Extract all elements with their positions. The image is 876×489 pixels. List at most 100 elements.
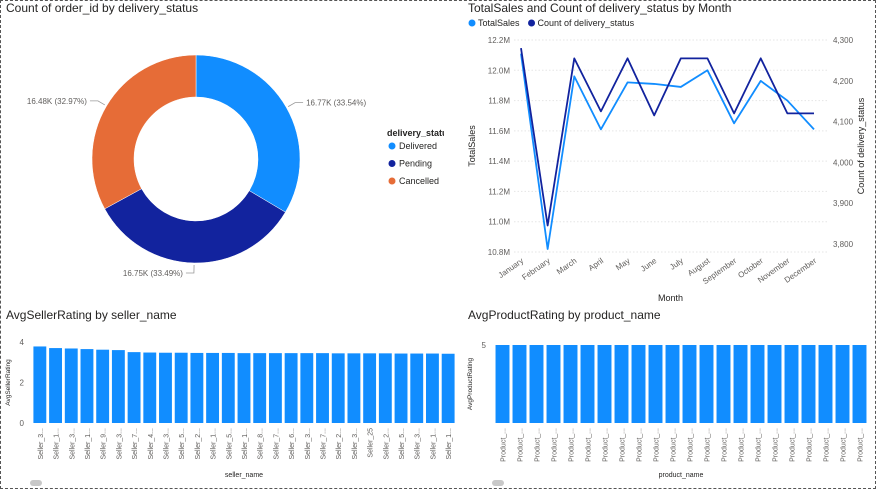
bar[interactable] [143, 352, 157, 423]
x-tick-label: Product_... [705, 428, 712, 462]
bar[interactable] [221, 352, 235, 423]
bar[interactable] [665, 345, 680, 423]
line-legend-item[interactable]: Count of delivery_status [538, 18, 635, 28]
y-axis-title: AvgSellerRating [5, 359, 12, 406]
y-axis-title: AvgProductRating [467, 357, 474, 410]
bar[interactable] [580, 345, 595, 423]
bar[interactable] [331, 353, 345, 423]
x-tick-label: Seller_1... [446, 428, 453, 460]
bar[interactable] [363, 353, 377, 423]
donut-chart[interactable]: 16.77K (33.54%) 16.75K (33.49%) 16.48K (32… [4, 0, 444, 300]
bar[interactable] [801, 345, 816, 423]
bar[interactable] [127, 352, 141, 423]
bar[interactable] [206, 352, 220, 423]
x-tick-label: Product_... [569, 428, 576, 462]
bar[interactable] [699, 345, 714, 423]
x-tick-label: Seller_3... [116, 428, 123, 460]
bar[interactable] [49, 348, 62, 423]
x-tick-label: Seller_3... [305, 428, 312, 460]
bar[interactable] [495, 345, 510, 423]
x-tick-label: Product_... [535, 428, 542, 462]
x-axis-title: seller_name [225, 472, 263, 479]
line-legend-item[interactable]: TotalSales [478, 18, 520, 28]
y-tick-label: 2 [20, 379, 25, 388]
bar[interactable] [750, 345, 765, 423]
bar[interactable] [378, 353, 392, 423]
x-tick-label: Seller_3... [38, 428, 45, 460]
bar[interactable] [159, 352, 172, 423]
series-line-totalsales[interactable] [520, 53, 815, 250]
bar[interactable] [784, 345, 799, 423]
legend-item-pending[interactable]: Pending [399, 159, 432, 169]
bar[interactable] [631, 345, 646, 423]
x-tick-label: Product_... [586, 428, 593, 462]
x-tick-label: Product_... [671, 428, 678, 462]
bar[interactable] [80, 349, 94, 423]
product-bar-visual[interactable]: AvgProductRating by product_name 5 AvgPro… [464, 305, 874, 485]
legend-item-delivered[interactable]: Delivered [399, 141, 437, 151]
bar[interactable] [316, 353, 329, 423]
bar[interactable] [835, 345, 850, 423]
line-chart[interactable]: TotalSales Count of delivery_status 10.8M 1… [464, 0, 874, 305]
x-tick-label: Seller_25 [368, 428, 375, 458]
seller-bar-visual[interactable]: AvgSellerRating by seller_name 0 2 4 AvgSel… [4, 305, 459, 485]
x-tick-label: Seller_1... [430, 428, 437, 460]
donut-visual[interactable]: Count of order_id by delivery_status 16.… [4, 0, 444, 300]
bar[interactable] [614, 345, 629, 423]
x-tick-label: Seller_5... [226, 428, 233, 460]
seller-scrollbar[interactable] [30, 480, 42, 486]
bar[interactable] [426, 353, 439, 423]
x-tick-label: Product_... [620, 428, 627, 462]
legend-item-cancelled[interactable]: Cancelled [399, 176, 439, 186]
bar[interactable] [767, 345, 782, 423]
bar[interactable] [394, 353, 408, 423]
x-tick-label: Product_... [807, 428, 814, 462]
bar[interactable] [648, 345, 663, 423]
x-axis-title: product_name [659, 472, 704, 479]
x-tick-label: Seller_3... [69, 428, 76, 460]
donut-slice-delivered[interactable] [195, 54, 301, 213]
bar[interactable] [300, 353, 314, 423]
x-tick-label: Product_... [756, 428, 763, 462]
bar[interactable] [818, 345, 833, 423]
bar[interactable] [237, 353, 251, 423]
product-bar-chart[interactable]: 5 AvgProductRating Product_... Product_... P… [464, 305, 874, 485]
bar[interactable] [174, 352, 188, 423]
y2-tick-label: 3,800 [833, 240, 854, 249]
bar[interactable] [852, 345, 867, 423]
seller-bar-chart[interactable]: 0 2 4 AvgSellerRating Seller_3... Seller_1...… [4, 305, 459, 485]
x-tick-label: Seller_2... [336, 428, 343, 460]
bar[interactable] [563, 345, 578, 423]
x-tick-label: Seller_5... [399, 428, 406, 460]
y-tick-label: 12.0M [488, 66, 511, 75]
product-scrollbar[interactable] [492, 480, 504, 486]
line-visual[interactable]: TotalSales and Count of delivery_status … [464, 0, 874, 305]
series-line-count[interactable] [520, 48, 814, 227]
bar[interactable] [546, 345, 561, 423]
bar[interactable] [733, 345, 748, 423]
bar[interactable] [682, 345, 697, 423]
bar[interactable] [441, 353, 455, 423]
x-tick-label: Seller_3... [163, 428, 170, 460]
donut-leader-line [89, 100, 106, 106]
bar[interactable] [284, 353, 298, 423]
bar[interactable] [111, 350, 125, 423]
bar[interactable] [347, 353, 361, 423]
x-tick-label: Seller_1... [211, 428, 218, 460]
bar[interactable] [529, 345, 544, 423]
bar[interactable] [410, 353, 424, 423]
bar[interactable] [268, 353, 282, 423]
bar[interactable] [512, 345, 527, 423]
bar[interactable] [597, 345, 612, 423]
bar[interactable] [64, 348, 78, 423]
bar[interactable] [253, 353, 267, 423]
x-tick-label: Seller_7... [321, 428, 328, 460]
y-axis-title: TotalSales [467, 125, 477, 167]
donut-slice-cancelled[interactable] [91, 54, 197, 210]
bar[interactable] [33, 346, 47, 423]
donut-slice-pending[interactable] [104, 188, 286, 264]
x-tick-label: Product_... [518, 428, 525, 462]
bar[interactable] [190, 352, 204, 423]
bar[interactable] [96, 349, 110, 423]
bar[interactable] [716, 345, 731, 423]
